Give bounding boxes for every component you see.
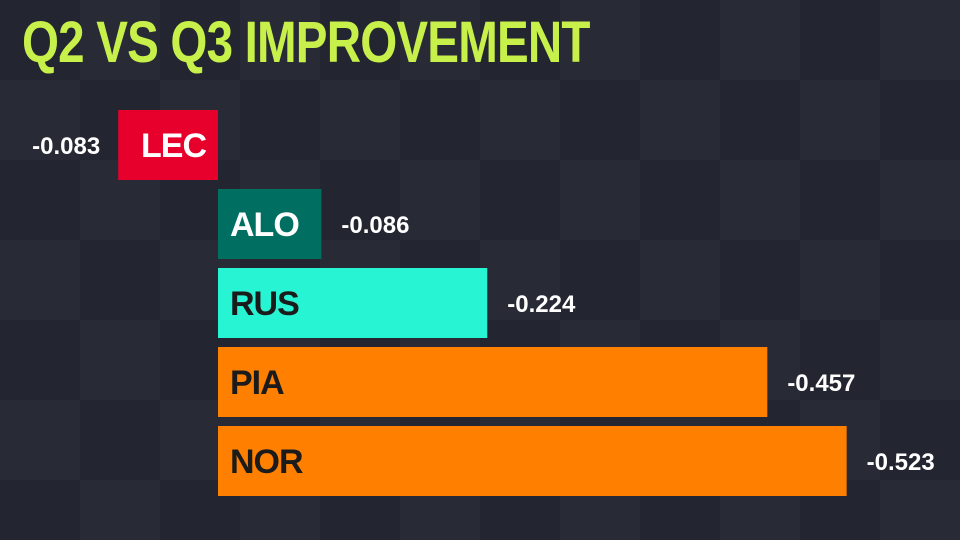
value-label-pia: -0.457: [787, 370, 855, 397]
bar-lec: [118, 110, 218, 180]
chart-title: Q2 VS Q3 IMPROVEMENT: [22, 10, 590, 75]
bar-label-rus: RUS: [230, 285, 299, 323]
bar-label-lec: LEC: [141, 127, 206, 165]
value-label-alo: -0.086: [341, 212, 409, 239]
value-label-lec: -0.083: [32, 133, 100, 160]
value-label-nor: -0.523: [867, 449, 935, 476]
bar-alo: [218, 189, 322, 259]
bar-label-alo: ALO: [230, 206, 299, 244]
bar-label-pia: PIA: [230, 364, 284, 402]
bar-nor: [218, 426, 847, 496]
value-label-rus: -0.224: [507, 291, 576, 318]
bar-label-nor: NOR: [230, 443, 303, 481]
bar-rus: [218, 268, 488, 338]
bar-pia: [218, 347, 768, 417]
